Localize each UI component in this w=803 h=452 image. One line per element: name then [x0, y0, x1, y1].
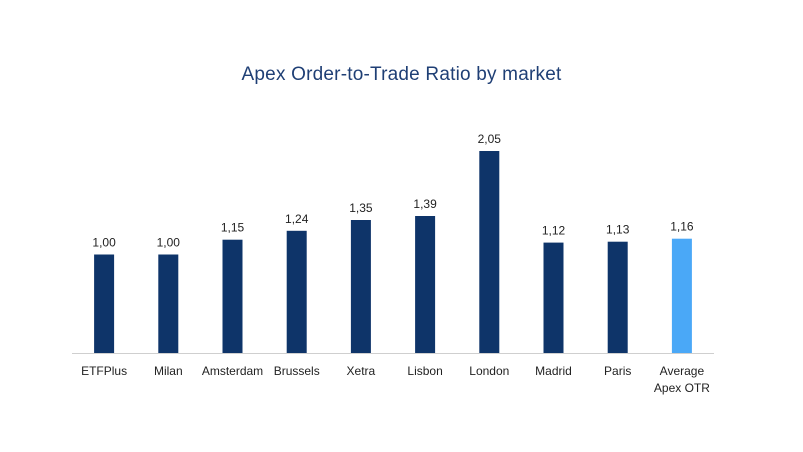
x-tick-label: ETFPlus — [81, 364, 127, 378]
bar-paris — [607, 241, 628, 353]
data-label: 1,15 — [221, 221, 245, 235]
x-tick-label: Amsterdam — [202, 364, 263, 378]
bar-amsterdam — [222, 239, 243, 353]
x-tick-label: Milan — [154, 364, 183, 378]
data-label: 1,00 — [92, 236, 116, 250]
bar-etfplus — [94, 254, 115, 353]
bar-xetra — [350, 220, 371, 353]
x-tick-label: Brussels — [274, 364, 320, 378]
data-label: 1,00 — [157, 236, 181, 250]
bar-brussels — [286, 230, 307, 353]
data-label: 1,16 — [670, 220, 694, 234]
x-tick-label: Lisbon — [407, 364, 442, 378]
bar-madrid — [543, 242, 564, 353]
data-label: 1,13 — [606, 223, 630, 237]
bar-milan — [158, 254, 179, 353]
bar-average-apex-otr — [671, 238, 692, 353]
bar-lisbon — [415, 216, 436, 353]
data-label: 1,12 — [542, 224, 566, 238]
x-tick-label: Xetra — [347, 364, 376, 378]
x-tick-label: Average Apex OTR — [654, 364, 710, 395]
data-label: 1,24 — [285, 212, 309, 226]
x-tick-label: Paris — [604, 364, 631, 378]
data-label: 1,39 — [413, 197, 437, 211]
chart-title: Apex Order-to-Trade Ratio by market — [241, 64, 562, 85]
x-tick-label: London — [469, 364, 509, 378]
bar-london — [479, 151, 500, 353]
x-tick-label: Madrid — [535, 364, 572, 378]
data-label: 2,05 — [478, 132, 502, 146]
data-label: 1,35 — [349, 201, 373, 215]
